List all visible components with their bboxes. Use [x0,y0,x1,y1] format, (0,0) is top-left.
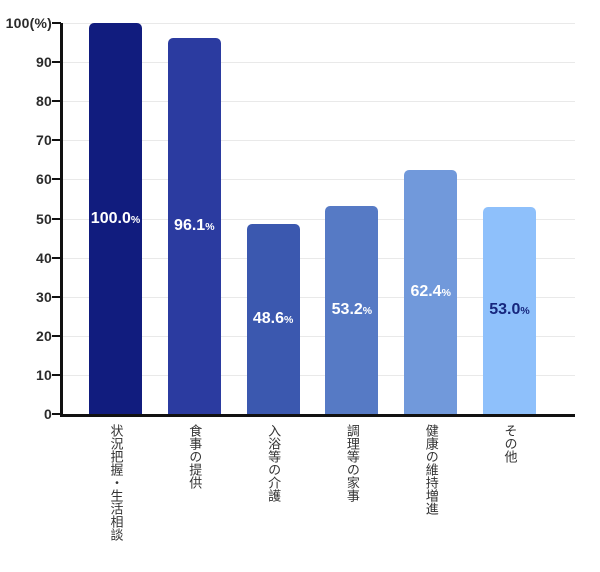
bar-value-number: 48.6 [252,309,284,327]
y-axis-tick [52,334,61,337]
percent-suffix: % [362,304,373,317]
bar: 48.6% [246,223,300,414]
bar: 53.2% [325,205,379,414]
bar-value-number: 100.0 [90,209,131,227]
y-tick-label: 50 [36,210,52,227]
y-tick-label: 20 [36,327,52,344]
bar: 62.4% [404,170,458,414]
bar: 96.1% [167,38,221,414]
bar-value-label: 96.1% [168,216,221,236]
bar-value-number: 53.0 [489,301,521,319]
y-tick-label: 40 [36,249,52,266]
y-axis-tick [52,295,61,298]
category-label-text: 入浴等の介護 [266,424,282,502]
category-label: 食事の提供 [168,424,221,572]
y-axis-line [60,23,63,417]
bar: 53.0% [483,206,536,414]
category-label: 状況把握・生活相談 [89,424,142,572]
bar-value-number: 62.4 [410,283,442,300]
x-axis-line [60,414,575,417]
y-axis-tick [52,100,61,103]
category-label-text: 食事の提供 [187,424,203,489]
y-tick-label: 90 [36,54,52,71]
percent-suffix: % [520,305,530,318]
y-tick-label: 30 [36,288,52,305]
y-tick-label: 10 [36,366,52,383]
category-label-text: 健康の維持増進 [423,424,439,515]
percent-suffix: % [205,221,215,234]
percent-suffix: % [283,313,294,326]
y-axis-tick [52,256,61,259]
y-tick-label: 70 [36,132,52,149]
y-axis-tick [52,217,61,220]
category-label: 調理等の家事 [325,424,378,572]
category-label: 健康の維持増進 [404,424,457,572]
y-tick-label: 60 [36,171,52,188]
y-axis-tick [52,373,61,376]
category-label: 入浴等の介護 [247,424,300,572]
bar-value-label: 53.2% [325,300,378,320]
y-tick-label: 100(%) [5,15,52,31]
bar-value-number: 53.2 [331,300,363,318]
y-axis-tick [52,413,61,415]
y-axis-tick [52,139,61,142]
bar: 100.0% [89,23,142,414]
category-label-text: その他 [502,424,518,463]
category-label-text: 状況把握・生活相談 [108,424,124,541]
y-axis-tick [52,22,61,24]
bar-value-label: 53.0% [483,300,536,320]
category-label-text: 調理等の家事 [344,424,360,502]
y-axis-tick [52,178,61,181]
percent-suffix: % [441,287,451,299]
bar-value-label: 48.6% [247,309,300,329]
y-axis-tick [52,61,61,64]
y-tick-label: 0 [44,406,52,422]
bar-value-label: 100.0% [89,209,142,229]
category-label: その他 [483,424,536,572]
bar-value-label: 62.4% [404,282,457,302]
bar-value-number: 96.1 [174,217,206,235]
y-tick-label: 80 [36,93,52,110]
percent-suffix: % [130,213,141,226]
